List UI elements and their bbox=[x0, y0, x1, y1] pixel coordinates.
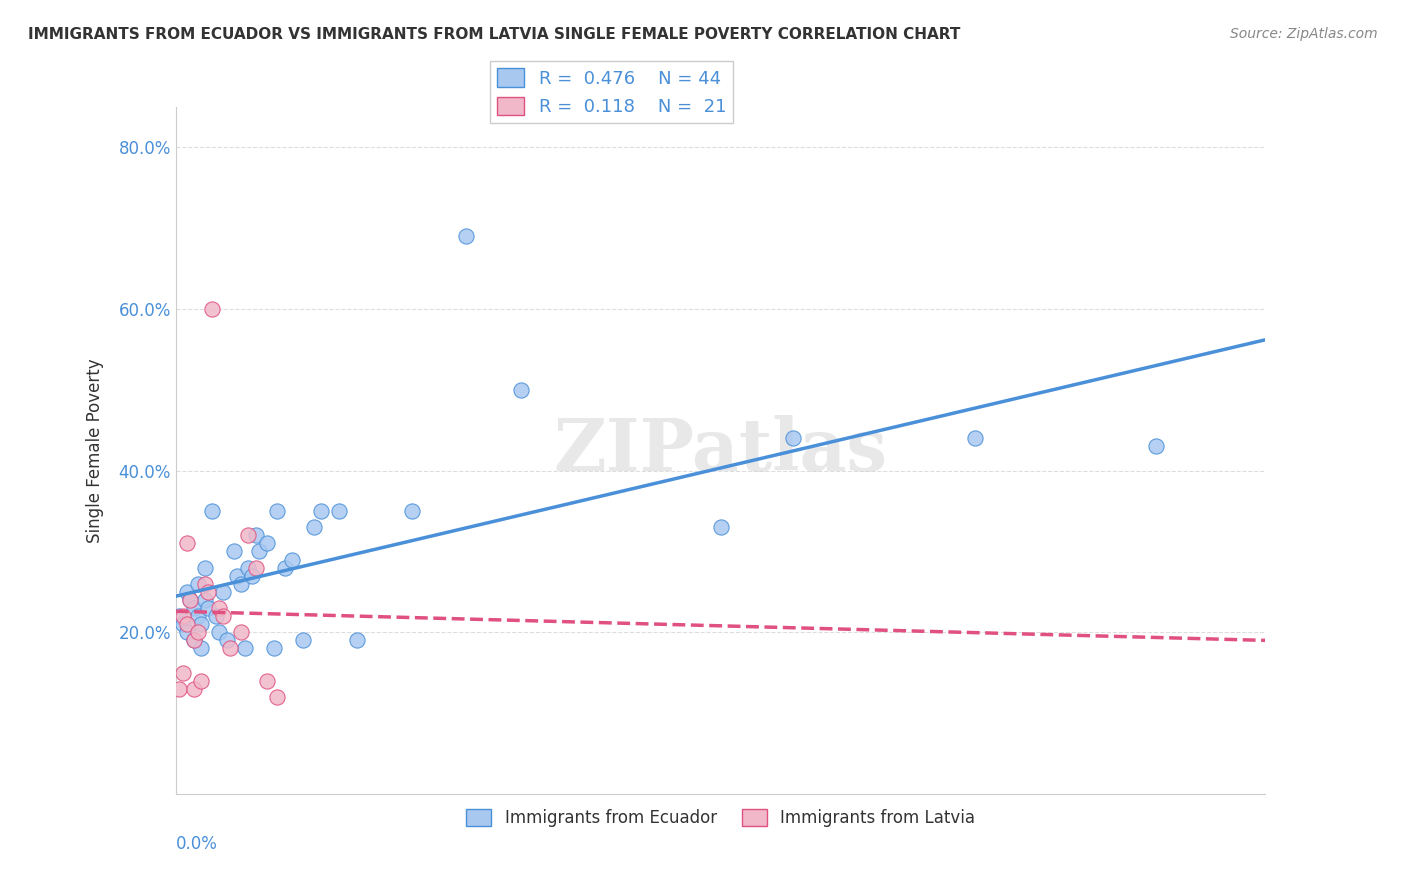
Point bbox=[179, 593, 201, 607]
Point bbox=[256, 673, 278, 688]
Point bbox=[172, 665, 194, 680]
Point bbox=[197, 601, 219, 615]
Point bbox=[328, 504, 350, 518]
Point bbox=[208, 625, 231, 640]
Point bbox=[186, 576, 209, 591]
Point bbox=[263, 641, 285, 656]
Point bbox=[291, 633, 314, 648]
Point bbox=[963, 431, 986, 445]
Point bbox=[245, 560, 267, 574]
Point bbox=[309, 504, 332, 518]
Point bbox=[456, 229, 478, 244]
Point bbox=[176, 617, 198, 632]
Point bbox=[266, 504, 288, 518]
Point bbox=[183, 633, 205, 648]
Point bbox=[256, 536, 278, 550]
Point bbox=[281, 552, 304, 566]
Point bbox=[194, 576, 217, 591]
Point bbox=[302, 520, 325, 534]
Point bbox=[183, 681, 205, 696]
Point bbox=[183, 601, 205, 615]
Legend: Immigrants from Ecuador, Immigrants from Latvia: Immigrants from Ecuador, Immigrants from… bbox=[460, 802, 981, 834]
Point bbox=[208, 601, 231, 615]
Point bbox=[212, 585, 235, 599]
Y-axis label: Single Female Poverty: Single Female Poverty bbox=[87, 359, 104, 542]
Point bbox=[219, 641, 242, 656]
Point bbox=[176, 536, 198, 550]
Point bbox=[782, 431, 804, 445]
Point bbox=[238, 528, 260, 542]
Point bbox=[274, 560, 297, 574]
Point bbox=[247, 544, 270, 558]
Point bbox=[346, 633, 368, 648]
Text: IMMIGRANTS FROM ECUADOR VS IMMIGRANTS FROM LATVIA SINGLE FEMALE POVERTY CORRELAT: IMMIGRANTS FROM ECUADOR VS IMMIGRANTS FR… bbox=[28, 27, 960, 42]
Point bbox=[201, 301, 224, 316]
Point bbox=[190, 673, 212, 688]
Text: ZIPatlas: ZIPatlas bbox=[554, 415, 887, 486]
Text: Source: ZipAtlas.com: Source: ZipAtlas.com bbox=[1230, 27, 1378, 41]
Point bbox=[190, 641, 212, 656]
Point bbox=[194, 560, 217, 574]
Point bbox=[245, 528, 267, 542]
Point bbox=[1146, 439, 1168, 453]
Point bbox=[179, 593, 201, 607]
Point bbox=[215, 633, 238, 648]
Point bbox=[233, 641, 256, 656]
Point bbox=[176, 585, 198, 599]
Point bbox=[240, 568, 263, 582]
Point bbox=[176, 625, 198, 640]
Point bbox=[201, 504, 224, 518]
Point bbox=[172, 609, 194, 624]
Point bbox=[172, 617, 194, 632]
Point bbox=[186, 609, 209, 624]
Point bbox=[186, 625, 209, 640]
Point bbox=[169, 681, 191, 696]
Point bbox=[710, 520, 733, 534]
Point bbox=[169, 609, 191, 624]
Point bbox=[190, 617, 212, 632]
Point bbox=[183, 633, 205, 648]
Point bbox=[204, 609, 226, 624]
Point bbox=[238, 560, 260, 574]
Point bbox=[222, 544, 245, 558]
Point bbox=[231, 625, 253, 640]
Text: 0.0%: 0.0% bbox=[176, 835, 218, 853]
Point bbox=[231, 576, 253, 591]
Point bbox=[226, 568, 249, 582]
Point bbox=[197, 585, 219, 599]
Point bbox=[194, 593, 217, 607]
Point bbox=[401, 504, 423, 518]
Point bbox=[212, 609, 235, 624]
Point bbox=[266, 690, 288, 704]
Point bbox=[509, 383, 531, 397]
